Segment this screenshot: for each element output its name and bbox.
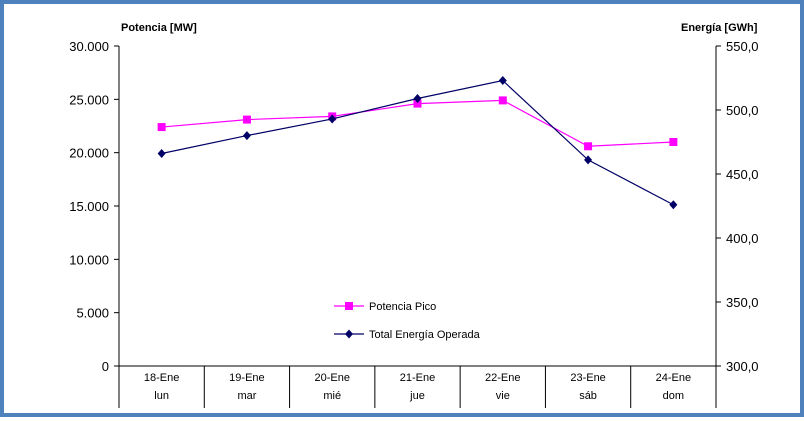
right-tick-label: 400,0 (726, 231, 759, 246)
right-tick-label: 300,0 (726, 359, 759, 374)
line-chart: Potencia [MW] Energía [GWh] 30.000 25.000… (69, 22, 759, 408)
right-tick-label: 550,0 (726, 39, 759, 54)
data-point-total-energia (328, 114, 337, 124)
right-axis-ticks: 550,0 500,0 450,0 400,0 350,0 300,0 (716, 39, 759, 374)
left-tick-label: 20.000 (69, 146, 109, 161)
left-tick-label: 15.000 (69, 199, 109, 214)
legend-label-potencia-pico: Potencia Pico (369, 301, 436, 313)
category-date-label: 19-Ene (229, 372, 264, 384)
category-day-label: jue (409, 390, 425, 402)
legend: Potencia Pico Total Energía Operada (334, 301, 481, 341)
legend-marker-potencia-pico (345, 302, 353, 310)
category-date-label: 23-Ene (570, 372, 605, 384)
data-point-total-energia (584, 155, 593, 165)
category-day-label: vie (496, 390, 510, 402)
category-date-label: 22-Ene (485, 372, 520, 384)
right-axis-title: Energía [GWh] (681, 22, 758, 34)
category-day-label: mié (323, 390, 341, 402)
data-point-potencia-pico (498, 96, 507, 105)
data-point-total-energia (157, 149, 166, 159)
data-point-potencia-pico (584, 142, 593, 151)
left-tick-label: 25.000 (69, 92, 109, 107)
left-tick-label: 0 (102, 359, 109, 374)
left-tick-label: 5.000 (76, 306, 109, 321)
data-point-potencia-pico (242, 115, 251, 124)
category-day-label: mar (237, 390, 256, 402)
legend-marker-total-energia (345, 329, 353, 339)
right-tick-label: 450,0 (726, 167, 759, 182)
data-point-potencia-pico (413, 99, 422, 108)
category-day-label: sáb (579, 390, 597, 402)
left-axis-ticks: 30.000 25.000 20.000 15.000 10.000 5.000 0 (69, 39, 119, 374)
category-date-label: 24-Ene (656, 372, 691, 384)
left-tick-label: 10.000 (69, 252, 109, 267)
category-day-label: dom (663, 390, 684, 402)
series-lines (157, 76, 678, 210)
left-tick-label: 30.000 (69, 39, 109, 54)
legend-label-total-energia: Total Energía Operada (369, 329, 481, 341)
category-labels: 18-Ene lun 19-Ene mar 20-Ene mié 21-Ene jue 22-E… (144, 366, 691, 408)
right-tick-label: 500,0 (726, 103, 759, 118)
data-point-total-energia (669, 200, 678, 210)
data-point-potencia-pico (157, 123, 166, 132)
data-point-total-energia (498, 76, 507, 86)
data-point-total-energia (242, 131, 251, 141)
category-day-label: lun (154, 390, 169, 402)
data-point-total-energia (413, 93, 422, 103)
category-date-label: 21-Ene (400, 372, 435, 384)
left-axis-title: Potencia [MW] (121, 22, 197, 34)
category-date-label: 20-Ene (314, 372, 349, 384)
category-date-label: 18-Ene (144, 372, 179, 384)
data-point-potencia-pico (669, 138, 678, 146)
right-tick-label: 350,0 (726, 295, 759, 310)
